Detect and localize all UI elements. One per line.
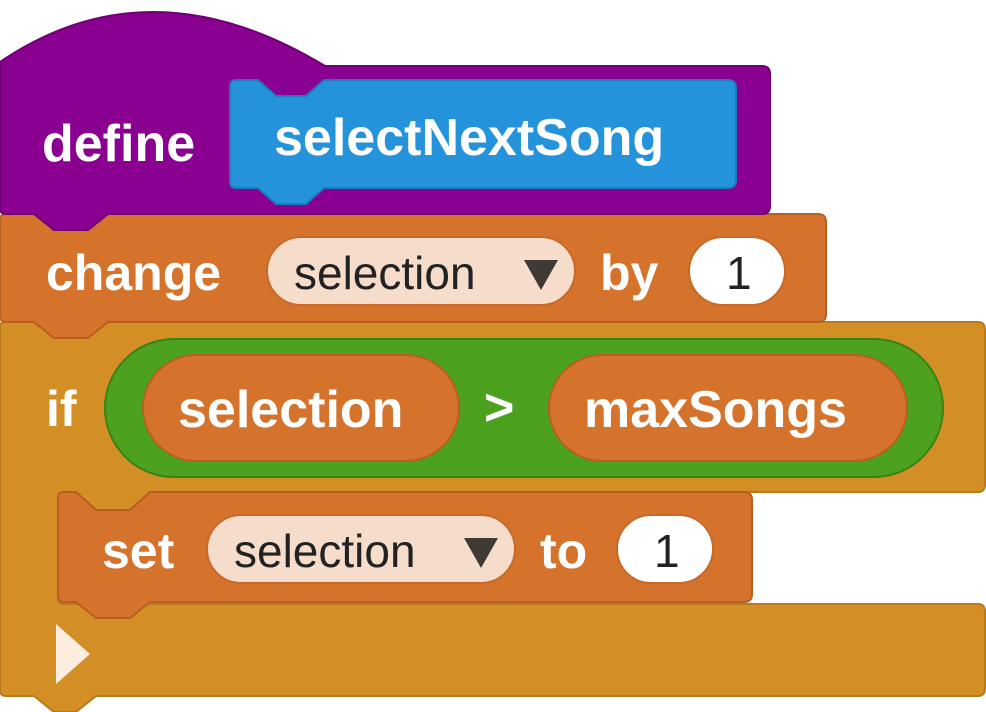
- procedure-name-shape[interactable]: [229, 79, 737, 205]
- define-keyword: define: [42, 115, 196, 173]
- set-keyword: set: [102, 523, 175, 579]
- procedure-name: selectNextSong: [274, 109, 665, 167]
- set-variable-label: selection: [234, 525, 416, 577]
- change-amount-input[interactable]: 1: [688, 236, 786, 306]
- set-variable-dropdown[interactable]: selection: [206, 514, 516, 584]
- condition-right-label: maxSongs: [584, 381, 847, 439]
- condition-right-reporter[interactable]: maxSongs: [548, 354, 908, 462]
- caret-down-icon: [524, 260, 558, 290]
- if-keyword: if: [46, 381, 77, 437]
- caret-down-icon: [464, 538, 498, 568]
- condition-left-label: selection: [178, 381, 404, 439]
- greater-than-operator[interactable]: selection > maxSongs: [104, 338, 944, 478]
- change-variable-label: selection: [294, 247, 476, 299]
- triangle-right-icon: [56, 624, 90, 684]
- condition-left-reporter[interactable]: selection: [142, 354, 460, 462]
- change-by-label: by: [600, 245, 659, 301]
- change-keyword: change: [46, 245, 222, 301]
- set-value-input[interactable]: 1: [616, 514, 714, 584]
- change-amount-value: 1: [726, 247, 752, 299]
- set-value-text: 1: [654, 525, 680, 577]
- change-variable-dropdown[interactable]: selection: [266, 236, 576, 306]
- set-to-label: to: [540, 523, 588, 579]
- condition-operator: >: [484, 379, 515, 437]
